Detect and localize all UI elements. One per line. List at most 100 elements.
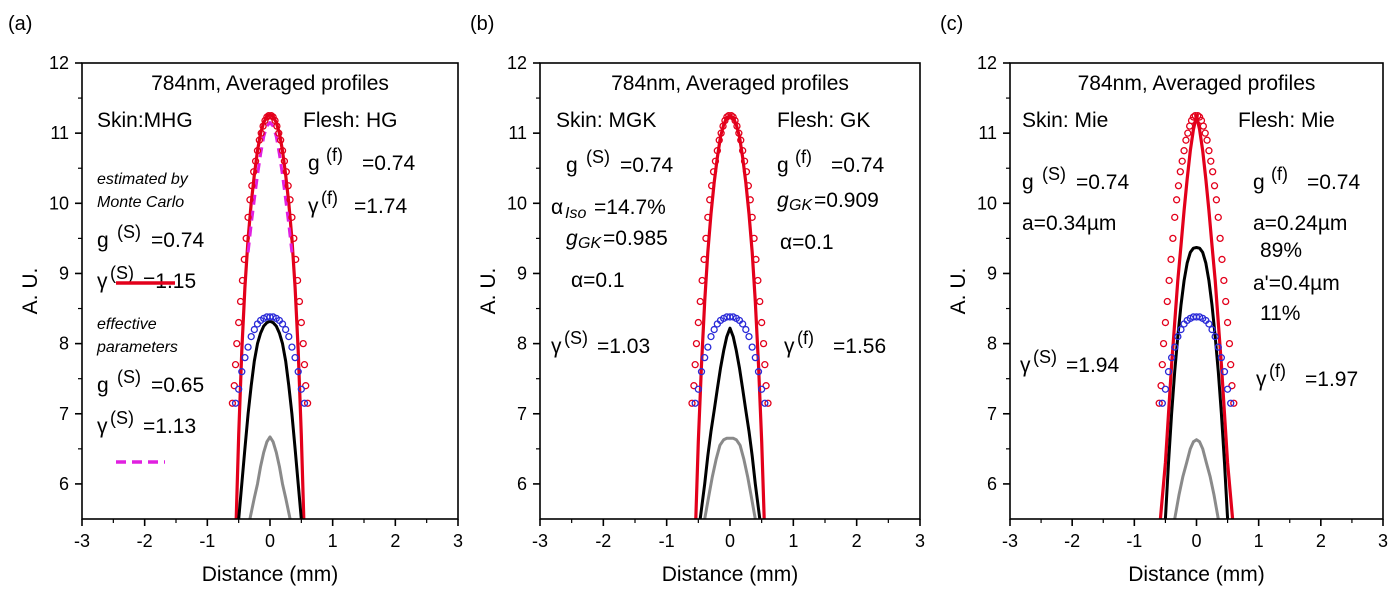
annotation: g — [97, 229, 109, 252]
y-tick-label: 12 — [507, 53, 527, 73]
annotation: =0.74 — [1076, 171, 1129, 194]
x-tick-label: 2 — [390, 531, 400, 551]
data-point — [1199, 122, 1207, 130]
data-point — [295, 297, 304, 306]
annotation: Iso — [565, 205, 586, 222]
data-point — [733, 122, 741, 130]
data-point — [691, 361, 699, 369]
y-tick-label: 6 — [59, 474, 69, 494]
annotation: Flesh: Mie — [1238, 109, 1335, 132]
y-tick-label: 9 — [59, 263, 69, 283]
data-point — [739, 320, 747, 328]
data-point — [1210, 182, 1219, 190]
series-line — [703, 436, 757, 519]
data-point — [1230, 399, 1238, 407]
data-point — [1214, 343, 1222, 351]
x-tick-label: 1 — [788, 531, 798, 551]
annotation: 89% — [1260, 239, 1302, 262]
data-point — [1163, 297, 1171, 306]
data-point — [754, 276, 762, 285]
annotation: Skin: MGK — [556, 109, 656, 132]
x-axis-label: Distance (mm) — [1128, 563, 1265, 586]
data-point — [688, 399, 696, 407]
data-point — [717, 129, 725, 137]
data-point — [288, 213, 296, 221]
data-point — [1172, 196, 1181, 204]
data-point — [700, 255, 708, 264]
data-point — [1205, 320, 1213, 328]
data-point — [1174, 332, 1182, 341]
series-line — [237, 319, 303, 519]
annotation: g — [97, 374, 109, 397]
annotation: γ — [784, 335, 795, 358]
data-point — [1214, 213, 1222, 221]
annotation: =0.74 — [620, 154, 673, 177]
y-axis-label: A. U. — [947, 268, 970, 315]
data-point — [235, 318, 243, 327]
series-line — [234, 112, 306, 519]
data-point — [1171, 343, 1179, 351]
y-axis-label: A. U. — [477, 268, 500, 315]
x-tick-label: -2 — [1064, 531, 1080, 551]
data-point — [284, 182, 292, 190]
panel-label: (a) — [8, 13, 32, 35]
annotation: (f) — [321, 188, 338, 208]
annotation: α — [551, 196, 563, 219]
annotation: (f) — [795, 147, 812, 167]
series-line — [248, 435, 292, 519]
annotation: g — [566, 154, 578, 177]
data-point — [752, 255, 760, 264]
data-point — [285, 332, 293, 341]
x-tick-label: 1 — [328, 531, 338, 551]
x-tick-label: -1 — [1126, 531, 1142, 551]
data-point — [702, 234, 710, 243]
data-point — [265, 111, 273, 120]
panel-label: (b) — [470, 13, 494, 35]
series-group — [228, 111, 312, 519]
data-point — [241, 353, 249, 362]
data-point — [246, 196, 254, 204]
annotation: =0.985 — [603, 227, 668, 250]
y-tick-label: 8 — [59, 334, 69, 354]
data-point — [1208, 325, 1216, 334]
data-point — [233, 339, 241, 348]
x-tick-label: 0 — [1191, 531, 1201, 551]
data-point — [250, 325, 258, 334]
data-point — [247, 332, 255, 341]
chart-title: 784nm, Averaged profiles — [611, 72, 849, 95]
y-tick-label: 7 — [987, 404, 997, 424]
data-point — [290, 234, 298, 243]
data-point — [1222, 297, 1230, 306]
annotation: =1.74 — [354, 195, 407, 218]
x-tick-label: 3 — [1378, 531, 1388, 551]
series-line — [1173, 438, 1220, 519]
y-tick-label: 9 — [517, 263, 527, 283]
y-tick-label: 8 — [987, 334, 997, 354]
data-point — [1216, 234, 1224, 243]
y-tick-label: 11 — [508, 123, 527, 143]
annotation: γ — [308, 195, 319, 218]
annotation: Skin:MHG — [97, 109, 193, 132]
annotation: (f) — [1271, 164, 1288, 184]
x-tick-label: -2 — [595, 531, 611, 551]
data-point — [288, 343, 296, 351]
data-point — [691, 399, 699, 407]
y-tick-label: 10 — [507, 193, 527, 213]
x-tick-label: 3 — [453, 531, 463, 551]
data-point — [1212, 196, 1221, 204]
data-point — [725, 111, 733, 120]
data-point — [1171, 213, 1179, 221]
data-point — [257, 129, 265, 137]
data-point — [754, 368, 763, 376]
data-point — [1223, 318, 1232, 327]
y-tick-label: 11 — [978, 123, 997, 143]
data-point — [231, 399, 240, 407]
data-point — [1180, 147, 1188, 155]
data-point — [697, 368, 706, 376]
data-point — [286, 196, 294, 204]
data-point — [273, 122, 281, 130]
data-point — [1203, 136, 1211, 144]
x-tick-label: 2 — [1316, 531, 1326, 551]
data-point — [1194, 111, 1202, 120]
